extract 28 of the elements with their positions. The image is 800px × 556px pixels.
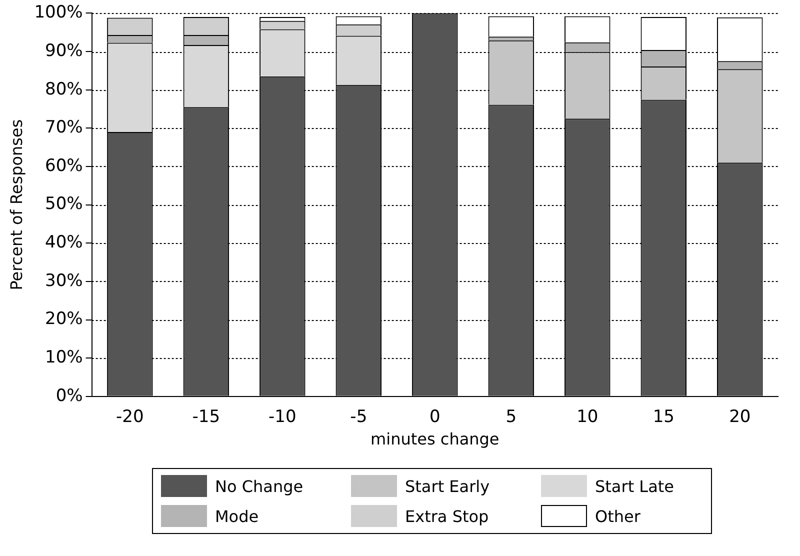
y-tick-label: 30% [45,270,83,291]
x-tick-label: -15 [192,407,220,428]
y-tick-label: 20% [45,309,83,330]
y-tick-label: 40% [45,232,83,253]
legend-label: Start Early [405,476,490,496]
y-tick-label: 70% [45,118,83,138]
y-tick-label: 80% [45,79,83,100]
legend-label: Start Late [595,476,674,496]
x-tick-label: 10 [576,407,598,428]
x-tick-label: -20 [116,407,144,428]
y-axis-title: Percent of Responses [6,119,26,290]
legend-label: Mode [215,506,259,526]
y-tick-label: 60% [45,156,83,176]
y-tick-label: 10% [45,348,83,368]
x-tick-label: -5 [350,407,368,428]
x-tick-label: -10 [268,407,296,428]
x-tick-label: 0 [429,407,440,428]
y-tick-label: 50% [45,194,83,214]
y-tick-label: 90% [45,40,83,61]
x-tick-label: 20 [729,407,751,428]
y-tick-label: 0% [56,386,83,406]
legend-label: Other [595,506,640,526]
legend-label: No Change [215,476,304,496]
x-axis-title: minutes change [370,430,500,449]
legend-label: Extra Stop [405,506,489,526]
x-tick-label: 15 [652,407,674,428]
y-tick-label: 100% [34,2,83,23]
x-tick-label: 5 [506,407,517,428]
